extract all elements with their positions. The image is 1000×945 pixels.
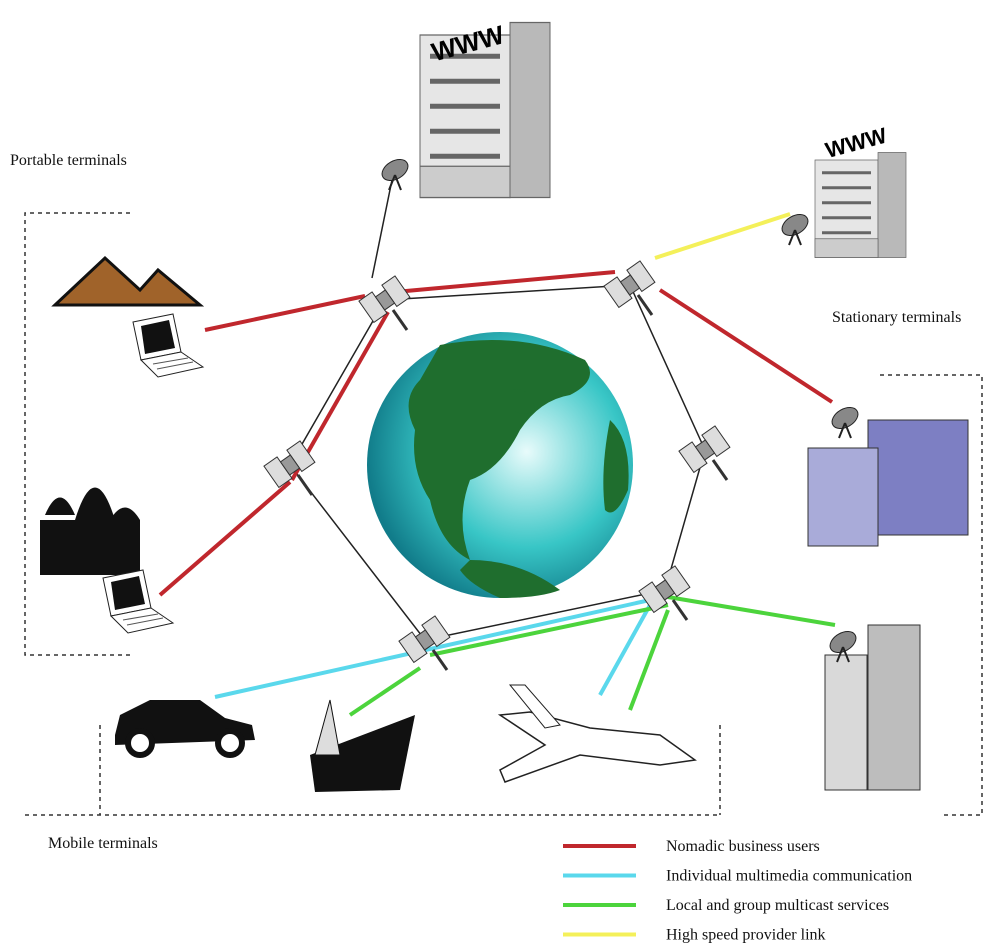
mobile-terminals (115, 685, 695, 792)
group-label: Mobile terminals (48, 835, 158, 852)
legend-label: Nomadic business users (666, 838, 820, 855)
legend-label: High speed provider link (666, 927, 826, 944)
group-label: Portable terminals (10, 152, 127, 169)
legend: Nomadic business users Individual multime… (563, 838, 912, 944)
legend-label: Local and group multicast services (666, 897, 889, 914)
provider-buildings: WWW WWW (378, 19, 906, 257)
stationary-terminals (808, 403, 968, 790)
globe (367, 332, 633, 598)
legend-label: Individual multimedia communication (666, 868, 912, 885)
group-label: Stationary terminals (832, 309, 961, 326)
diagram: WWW WWW Portable terminals Stat (0, 0, 1000, 945)
